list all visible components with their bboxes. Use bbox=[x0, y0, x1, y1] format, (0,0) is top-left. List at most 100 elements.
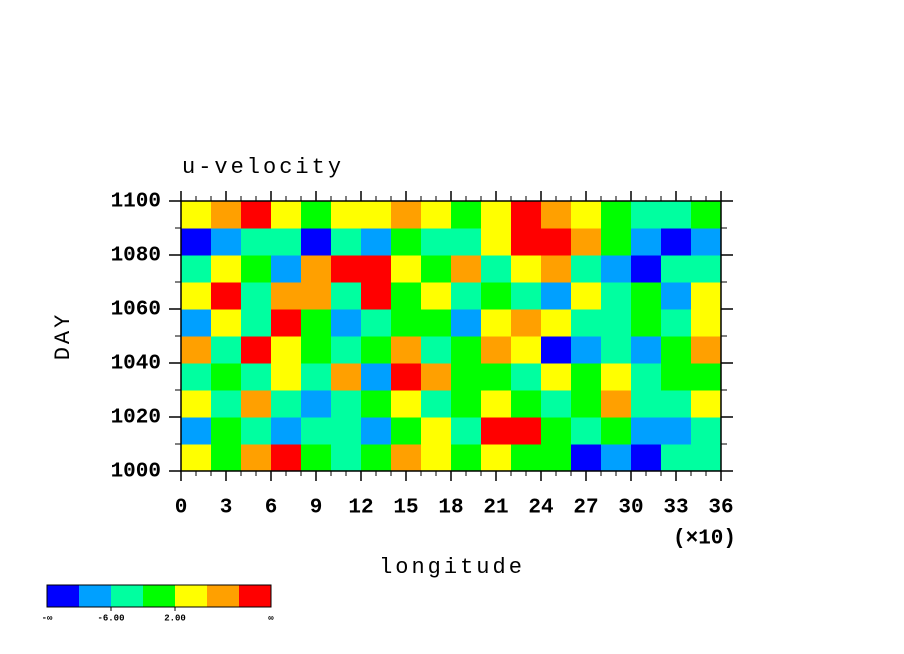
contour-cell bbox=[661, 390, 692, 418]
contour-cell bbox=[361, 336, 392, 364]
contour-cell bbox=[331, 336, 362, 364]
colorbar-swatch bbox=[239, 585, 272, 607]
contour-cell bbox=[691, 309, 722, 337]
contour-cell bbox=[691, 201, 722, 229]
contour-cell bbox=[511, 309, 542, 337]
contour-cell bbox=[511, 363, 542, 391]
contour-cell bbox=[421, 336, 452, 364]
contour-cell bbox=[541, 282, 572, 310]
contour-cell bbox=[451, 282, 482, 310]
contour-cell bbox=[301, 309, 332, 337]
contour-cell bbox=[541, 336, 572, 364]
contour-cell bbox=[481, 255, 512, 283]
contour-cell bbox=[631, 228, 662, 256]
contour-cell bbox=[421, 444, 452, 472]
contour-cell bbox=[421, 390, 452, 418]
contour-cell bbox=[691, 336, 722, 364]
contour-cell bbox=[301, 255, 332, 283]
contour-cell bbox=[541, 417, 572, 445]
contour-cell bbox=[631, 390, 662, 418]
contour-cell bbox=[691, 444, 722, 472]
contour-cell bbox=[301, 336, 332, 364]
contour-cell bbox=[541, 390, 572, 418]
contour-cell bbox=[511, 390, 542, 418]
contour-cell bbox=[271, 201, 302, 229]
contour-cell bbox=[241, 417, 272, 445]
y-tick-label: 1080 bbox=[111, 245, 161, 268]
contour-cell bbox=[181, 336, 212, 364]
contour-cell bbox=[511, 417, 542, 445]
contour-cell bbox=[661, 282, 692, 310]
contour-cell bbox=[331, 282, 362, 310]
contour-cell bbox=[211, 255, 242, 283]
contour-cell bbox=[541, 309, 572, 337]
colorbar-label: ∞ bbox=[268, 613, 274, 623]
contour-cell bbox=[331, 444, 362, 472]
x-tick-label: 12 bbox=[348, 497, 373, 520]
contour-cell bbox=[571, 282, 602, 310]
contour-cell bbox=[181, 444, 212, 472]
contour-cell bbox=[541, 363, 572, 391]
contour-cell bbox=[241, 336, 272, 364]
contour-cell bbox=[361, 417, 392, 445]
contour-cell bbox=[421, 363, 452, 391]
contour-cell bbox=[481, 444, 512, 472]
contour-cell bbox=[601, 201, 632, 229]
contour-cell bbox=[391, 390, 422, 418]
contour-cell bbox=[301, 228, 332, 256]
contour-cell bbox=[391, 228, 422, 256]
contour-cell bbox=[601, 363, 632, 391]
contour-cell bbox=[481, 417, 512, 445]
contour-cell bbox=[181, 417, 212, 445]
contour-cell bbox=[571, 309, 602, 337]
contour-cell bbox=[361, 255, 392, 283]
contour-cell bbox=[181, 390, 212, 418]
contour-cell bbox=[241, 201, 272, 229]
y-axis-label: DAY bbox=[51, 312, 76, 361]
chart-title: u-velocity bbox=[182, 155, 344, 180]
x-tick-label: 18 bbox=[438, 497, 463, 520]
contour-cell bbox=[661, 444, 692, 472]
contour-cell bbox=[631, 363, 662, 391]
contour-cell bbox=[691, 255, 722, 283]
contour-cell bbox=[601, 255, 632, 283]
contour-cell bbox=[181, 201, 212, 229]
x-tick-label: 33 bbox=[663, 497, 688, 520]
contour-cell bbox=[541, 201, 572, 229]
contour-cell bbox=[481, 363, 512, 391]
contour-cell bbox=[511, 444, 542, 472]
colorbar-swatch bbox=[143, 585, 176, 607]
colorbar-swatch bbox=[207, 585, 240, 607]
contour-cell bbox=[361, 444, 392, 472]
contour-cell bbox=[691, 390, 722, 418]
contour-cell bbox=[571, 390, 602, 418]
contour-cell bbox=[391, 282, 422, 310]
x-tick-label: 9 bbox=[310, 497, 323, 520]
contour-cell bbox=[361, 309, 392, 337]
contour-cell bbox=[511, 282, 542, 310]
x-tick-label: 27 bbox=[573, 497, 598, 520]
contour-cell bbox=[181, 363, 212, 391]
contour-cell bbox=[211, 309, 242, 337]
contour-cell bbox=[211, 390, 242, 418]
x-tick-label: 36 bbox=[708, 497, 733, 520]
colorbar-swatch bbox=[79, 585, 112, 607]
x-tick-label: 30 bbox=[618, 497, 643, 520]
x-tick-label: 21 bbox=[483, 497, 508, 520]
contour-cell bbox=[301, 363, 332, 391]
contour-cell bbox=[481, 390, 512, 418]
y-tick-label: 1060 bbox=[111, 299, 161, 322]
contour-cell bbox=[541, 444, 572, 472]
colorbar-label: -∞ bbox=[42, 613, 53, 623]
contour-cell bbox=[361, 363, 392, 391]
contour-cell bbox=[451, 309, 482, 337]
contour-cell bbox=[361, 282, 392, 310]
contour-cell bbox=[571, 201, 602, 229]
contour-cell bbox=[481, 336, 512, 364]
contour-cell bbox=[421, 228, 452, 256]
x-tick-label: 0 bbox=[175, 497, 188, 520]
contour-cell bbox=[451, 363, 482, 391]
contour-cell bbox=[271, 390, 302, 418]
contour-cell bbox=[181, 255, 212, 283]
contour-cell bbox=[451, 390, 482, 418]
